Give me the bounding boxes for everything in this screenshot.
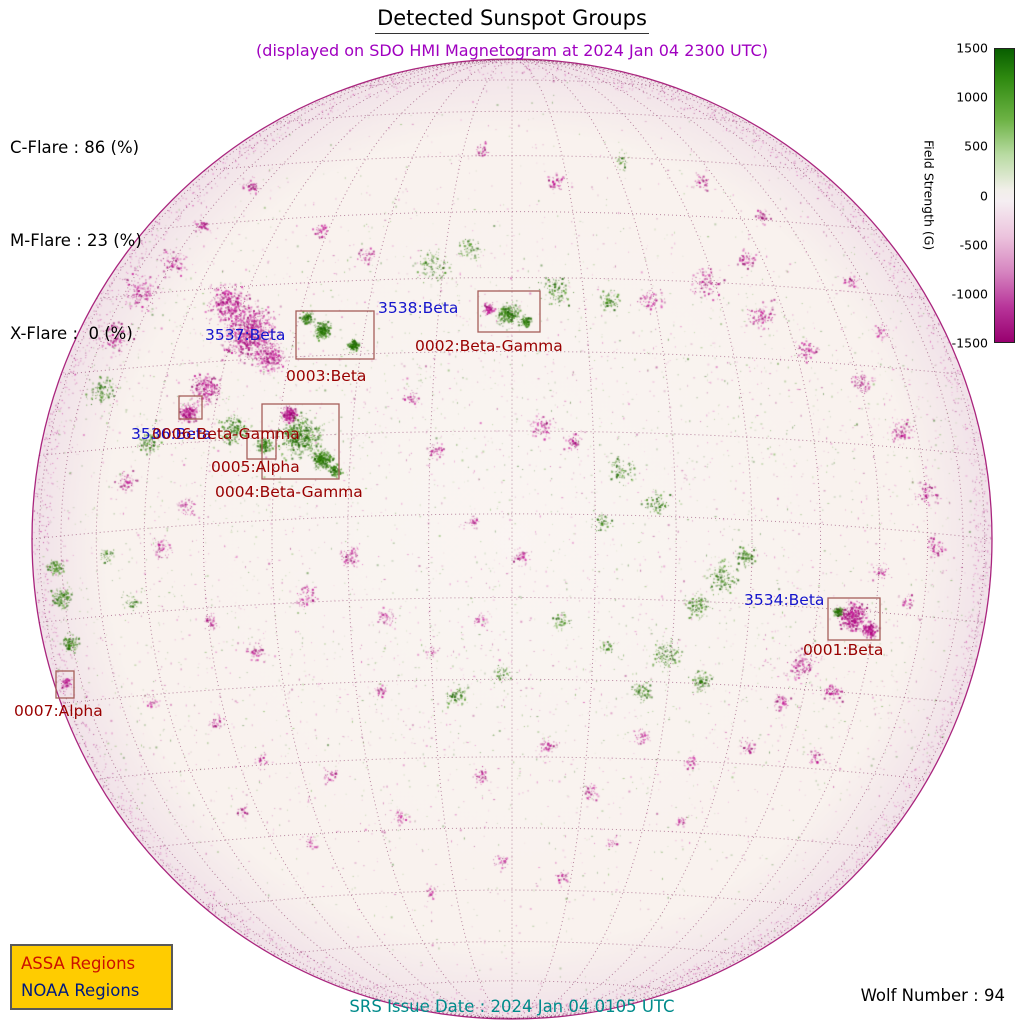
- graticule-meridian: [202, 59, 822, 1019]
- graticule-parallel: [60, 350, 964, 376]
- noaa-regions-legend-label: NOAA Regions: [21, 981, 140, 1000]
- sunspot-region-box: [55, 670, 75, 699]
- colorbar-axis-label: Field Strength (G): [921, 140, 937, 251]
- colorbar-tick-label: 500: [964, 138, 988, 154]
- graticule-parallel: [31, 513, 993, 540]
- colorbar-tick-label: -1000: [951, 286, 988, 302]
- graticule-parallel: [432, 62, 592, 67]
- flare-probability-panel: C-Flare : 86 (%) M-Flare : 23 (%) X-Flar…: [10, 70, 142, 411]
- chart-subtitle: (displayed on SDO HMI Magnetogram at 202…: [256, 41, 768, 60]
- sunspot-region-box: [477, 290, 541, 333]
- srs-issue-date: SRS Issue Date : 2024 Jan 04 0105 UTC: [349, 997, 675, 1016]
- graticule-parallel: [272, 110, 752, 124]
- colorbar-tick-label: 1500: [956, 40, 988, 56]
- m-flare-probability: M-Flare : 23 (%): [10, 231, 142, 250]
- colorbar-tick-label: -500: [959, 237, 988, 253]
- page-title: Detected Sunspot Groups: [375, 6, 649, 34]
- graticule-meridian: [60, 59, 964, 1019]
- region-type-legend: ASSA Regions NOAA Regions: [10, 944, 173, 1010]
- graticule-parallel: [144, 211, 880, 231]
- graticule-parallel: [60, 678, 964, 704]
- graticule-parallel: [144, 827, 880, 849]
- wolf-number: Wolf Number : 94: [860, 986, 1005, 1005]
- sunspot-region-box: [827, 597, 881, 641]
- colorbar-tick-label: 0: [980, 188, 988, 203]
- graticule-parallel: [39, 597, 985, 623]
- graticule-meridian: [428, 59, 596, 1019]
- graticule-meridian: [95, 59, 929, 1019]
- solar-limb: [31, 58, 993, 1020]
- graticule-meridian: [271, 59, 753, 1019]
- graticule-parallel: [204, 889, 820, 908]
- graticule-parallel: [96, 756, 928, 780]
- sunspot-region-box: [261, 403, 340, 480]
- graticule-meridian: [38, 59, 986, 1019]
- graticule-parallel: [204, 155, 820, 172]
- graticule-parallel: [96, 277, 928, 300]
- colorbar-tick-label: -1500: [951, 335, 988, 351]
- colorbar-tick-label: 1000: [956, 89, 988, 105]
- graticule-meridian: [143, 59, 881, 1019]
- chart-title-wrap: Detected Sunspot Groups: [0, 6, 1024, 34]
- graticule-parallel: [349, 980, 675, 992]
- x-flare-probability: X-Flare : 0 (%): [10, 324, 133, 343]
- assa-regions-legend-label: ASSA Regions: [21, 954, 136, 973]
- c-flare-probability: C-Flare : 86 (%): [10, 138, 140, 157]
- sunspot-region-box: [295, 310, 375, 360]
- sunspot-region-box: [178, 395, 203, 420]
- graticule-parallel: [349, 79, 675, 88]
- field-strength-colorbar: [994, 48, 1015, 343]
- graticule-meridian: [347, 59, 677, 1019]
